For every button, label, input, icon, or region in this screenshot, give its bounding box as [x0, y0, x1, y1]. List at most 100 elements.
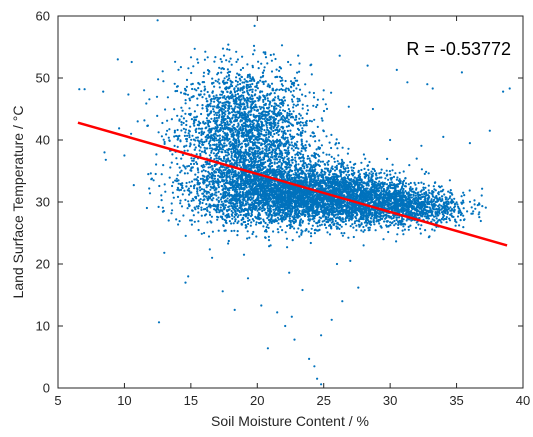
scatter-point — [259, 159, 262, 162]
scatter-point — [255, 216, 258, 219]
scatter-point — [247, 219, 250, 222]
scatter-point — [202, 179, 205, 182]
scatter-point — [160, 194, 163, 197]
scatter-point — [176, 128, 179, 132]
scatter-point — [310, 73, 313, 76]
scatter-point — [235, 50, 238, 53]
scatter-point — [308, 91, 311, 94]
scatter-point — [245, 133, 248, 136]
scatter-point — [226, 151, 230, 154]
scatter-point — [292, 110, 295, 113]
scatter-point — [327, 160, 330, 163]
scatter-point — [210, 117, 213, 120]
scatter-point — [223, 96, 226, 99]
scatter-point — [255, 82, 258, 85]
scatter-point — [157, 131, 160, 134]
scatter-point — [209, 129, 212, 132]
scatter-point — [199, 200, 202, 204]
scatter-point — [250, 165, 253, 169]
scatter-point — [216, 215, 219, 218]
scatter-point — [250, 103, 253, 106]
scatter-point — [286, 246, 289, 249]
scatter-point — [225, 209, 228, 212]
scatter-point — [268, 106, 271, 109]
scatter-point — [272, 129, 275, 133]
scatter-point — [270, 161, 273, 164]
scatter-point — [199, 198, 202, 201]
scatter-point — [237, 136, 240, 139]
scatter-point — [313, 96, 316, 99]
scatter-point — [242, 86, 245, 90]
scatter-point — [185, 85, 188, 88]
scatter-point — [252, 219, 255, 222]
scatter-point — [203, 181, 206, 184]
scatter-point — [187, 200, 190, 203]
scatter-point — [277, 119, 280, 122]
scatter-point — [268, 151, 271, 155]
scatter-point — [251, 201, 254, 204]
scatter-point — [195, 205, 198, 208]
scatter-point — [301, 131, 304, 134]
scatter-point — [198, 94, 201, 97]
scatter-point — [269, 53, 272, 57]
scatter-point — [239, 206, 242, 210]
scatter-point — [223, 95, 226, 98]
scatter-point — [322, 130, 325, 133]
scatter-point — [189, 112, 192, 115]
scatter-point — [162, 80, 165, 83]
scatter-point — [190, 223, 193, 226]
scatter-point — [221, 138, 224, 141]
scatter-point — [177, 68, 180, 71]
scatter-point — [193, 124, 196, 127]
scatter-point — [285, 155, 288, 158]
scatter-point — [298, 235, 301, 238]
scatter-point — [319, 160, 322, 163]
scatter-point — [248, 139, 252, 142]
scatter-point — [214, 209, 217, 212]
scatter-point — [218, 134, 221, 137]
scatter-point — [287, 170, 290, 173]
scatter-point — [201, 143, 204, 146]
scatter-point — [180, 115, 183, 118]
scatter-point — [273, 102, 276, 105]
scatter-point — [270, 110, 274, 113]
scatter-point — [246, 237, 249, 240]
scatter-point — [269, 131, 272, 134]
scatter-point — [300, 205, 303, 209]
scatter-point — [269, 218, 272, 221]
scatter-point — [223, 183, 226, 186]
scatter-point — [287, 149, 290, 152]
scatter-point — [220, 170, 223, 173]
scatter-point — [207, 195, 210, 198]
scatter-point — [215, 145, 218, 148]
scatter-point — [288, 114, 291, 117]
scatter-point — [190, 71, 193, 75]
scatter-point — [188, 145, 191, 148]
scatter-point — [286, 111, 289, 115]
scatter-point — [298, 117, 301, 120]
scatter-point — [203, 190, 206, 193]
scatter-point — [187, 129, 191, 132]
scatter-point — [286, 141, 289, 144]
scatter-point — [221, 188, 224, 191]
scatter-point — [265, 213, 268, 216]
scatter-point — [219, 141, 222, 144]
scatter-point — [179, 66, 182, 69]
scatter-point — [323, 223, 326, 227]
scatter-point — [235, 133, 238, 136]
scatter-point — [236, 204, 239, 208]
scatter-point — [294, 146, 297, 150]
scatter-point — [391, 169, 394, 172]
scatter-point — [248, 131, 251, 134]
scatter-point — [258, 114, 261, 117]
scatter-point — [229, 118, 232, 121]
scatter-point — [275, 126, 278, 129]
scatter-point — [266, 119, 269, 122]
scatter-point — [301, 155, 305, 159]
scatter-point — [318, 139, 321, 142]
scatter-point — [274, 140, 278, 143]
scatter-point — [312, 164, 315, 167]
scatter-point — [245, 86, 248, 89]
scatter-point — [296, 140, 299, 143]
scatter-point — [234, 218, 237, 221]
